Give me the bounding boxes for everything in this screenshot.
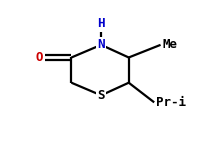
Text: Pr-i: Pr-i xyxy=(156,96,186,109)
Text: Me: Me xyxy=(163,38,178,51)
Text: H: H xyxy=(97,17,105,30)
Text: N: N xyxy=(97,38,105,51)
Text: O: O xyxy=(36,51,43,64)
Text: S: S xyxy=(97,89,105,102)
